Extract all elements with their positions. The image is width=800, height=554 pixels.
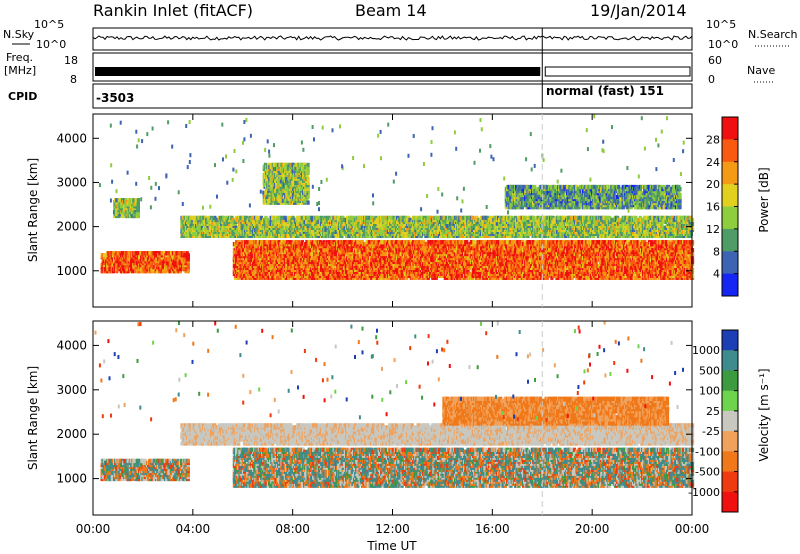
- echo-cell: [473, 240, 476, 244]
- echo-cell: [465, 240, 468, 244]
- radar-figure: 1000200030004000100020003000400000:00 04:…: [0, 0, 800, 554]
- echo-cell: [444, 240, 447, 244]
- echo-cell: [187, 265, 190, 269]
- power-heatmap: [99, 114, 694, 280]
- echo-cell: [187, 253, 190, 257]
- echo-cell: [131, 269, 134, 273]
